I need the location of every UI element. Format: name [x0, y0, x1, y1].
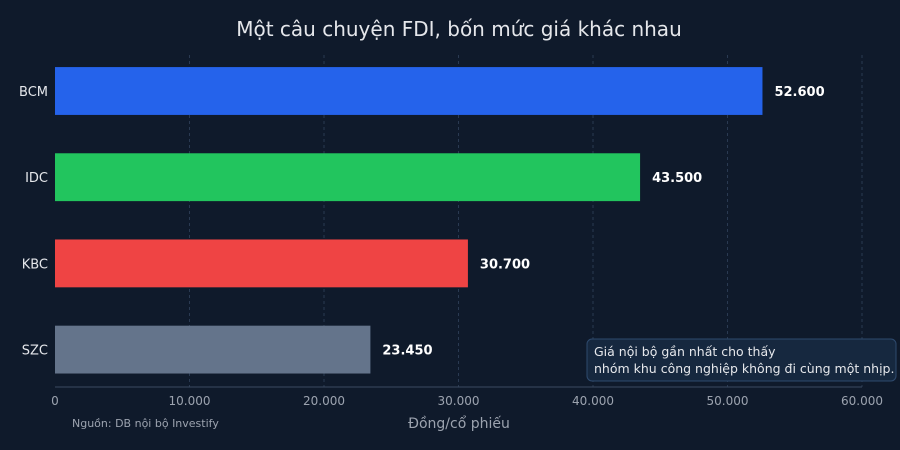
x-tick-label: 50.000: [707, 394, 749, 408]
bars-group: [55, 67, 763, 374]
x-tick-label: 10.000: [169, 394, 211, 408]
annotation-background: [586, 338, 897, 382]
x-tick-label: 0: [51, 394, 59, 408]
x-axis-label: Đồng/cổ phiếu: [408, 415, 510, 432]
value-label: 43.500: [652, 171, 702, 186]
x-tick-label: 40.000: [572, 394, 614, 408]
bar-szc: [55, 325, 371, 374]
x-tick-label: 30.000: [438, 394, 480, 408]
chart-title: Một câu chuyện FDI, bốn mức giá khác nha…: [236, 17, 682, 41]
annotation-line-1: Giá nội bộ gần nhất cho thấy: [594, 344, 776, 359]
category-label: IDC: [25, 171, 48, 186]
bar-idc: [55, 153, 641, 202]
category-label: SZC: [22, 344, 48, 359]
x-tick-labels: 0 10.000 20.000 30.000 40.000 50.000 60.000: [51, 394, 883, 408]
x-tick-label: 60.000: [841, 394, 883, 408]
category-label: KBC: [22, 257, 48, 272]
category-labels: BCM IDC KBC SZC: [19, 85, 48, 359]
value-label: 23.450: [382, 344, 432, 359]
x-tick-label: 20.000: [303, 394, 345, 408]
bar-kbc: [55, 239, 468, 288]
source-note: Nguồn: DB nội bộ Investify: [72, 417, 219, 430]
value-label: 52.600: [774, 85, 824, 100]
annotation-box: Giá nội bộ gần nhất cho thấy nhóm khu cô…: [586, 338, 897, 382]
annotation-line-2: nhóm khu công nghiệp không đi cùng một n…: [594, 361, 894, 376]
bar-bcm: [55, 67, 763, 115]
category-label: BCM: [19, 85, 48, 100]
value-labels: 52.600 43.500 30.700 23.450: [382, 85, 824, 359]
value-label: 30.700: [480, 257, 530, 272]
